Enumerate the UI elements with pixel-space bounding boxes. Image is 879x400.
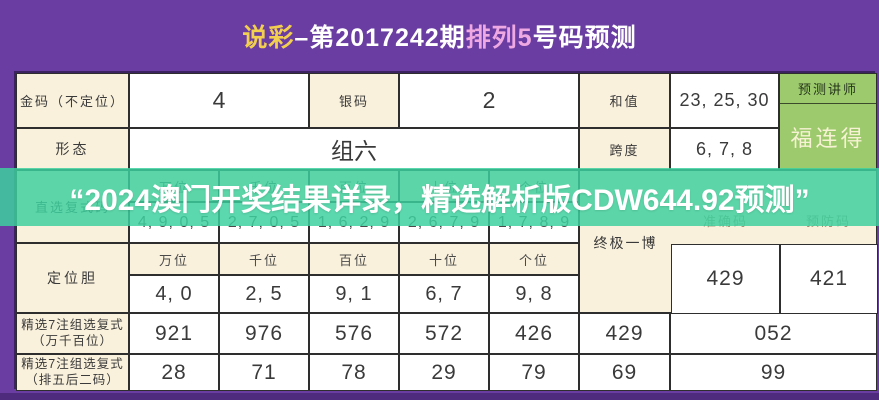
ultimate-label: 终极一博 (593, 235, 658, 251)
promo-overlay-text: “2024澳门开奖结果详录，精选解析版CDW644.92预测” (69, 184, 810, 217)
dingwei-header-bai: 百位 (309, 243, 399, 275)
title-brand: 说彩 (242, 23, 295, 52)
lecturer-box[interactable]: 预测讲师 福连得 (779, 73, 877, 170)
page-bottom-strip (0, 393, 879, 400)
title-game: 排列5 (465, 23, 533, 52)
combo1-value-2: 976 (219, 313, 309, 354)
combo1-label: 精选7注组选复式 （万千百位） (16, 313, 129, 354)
combo1-value-1: 921 (129, 313, 219, 354)
title-suffix: 号码预测 (532, 23, 637, 52)
dingwei-value-qian: 2, 5 (219, 275, 309, 313)
shape-value: 组六 (129, 128, 579, 170)
dingwei-header-shi: 十位 (399, 243, 489, 275)
title-issue: –第2017242期 (294, 23, 466, 52)
silver-code-label: 银码 (309, 73, 399, 128)
dingwei-value-shi: 6, 7 (399, 275, 489, 313)
sum-label: 和值 (579, 73, 670, 128)
gold-code-value: 4 (129, 73, 309, 128)
ultimate-value-right: 421 (780, 244, 878, 314)
promo-overlay-banner: “2024澳门开奖结果详录，精选解析版CDW644.92预测” (0, 168, 879, 226)
dingwei-value-bai: 9, 1 (309, 275, 399, 313)
prediction-table: 金码（不定位） 4 银码 2 和值 23, 25, 30 预测讲师 福连得 形态… (14, 71, 878, 391)
combo2-value-4: 29 (399, 354, 489, 391)
silver-code-value: 2 (399, 73, 579, 128)
combo2-label: 精选7注组选复式 （排五后二码） (16, 354, 129, 391)
combo2-value-7: 99 (670, 354, 877, 391)
ultimate-value-left: 429 (671, 244, 780, 314)
combo2-value-3: 78 (309, 354, 399, 391)
combo2-label-line2: （排五后二码） (25, 372, 120, 387)
dingwei-header-wan: 万位 (129, 243, 219, 275)
combo1-label-line2: （万千百位） (31, 333, 113, 348)
combo1-value-5: 426 (489, 313, 579, 354)
lecturer-box-name: 福连得 (790, 125, 866, 151)
combo1-value-4: 572 (399, 313, 489, 354)
shape-label: 形态 (16, 128, 129, 170)
dingwei-label: 定位胆 (16, 243, 129, 313)
span-label: 跨度 (579, 128, 670, 170)
combo2-value-6: 69 (579, 354, 670, 391)
span-value: 6, 7, 8 (670, 128, 779, 170)
combo2-value-1: 28 (129, 354, 219, 391)
combo1-value-6: 429 (579, 313, 670, 354)
combo2-value-2: 71 (219, 354, 309, 391)
dingwei-header-ge: 个位 (489, 243, 579, 275)
dingwei-value-ge: 9, 8 (489, 275, 579, 313)
lecturer-box-title: 预测讲师 (780, 74, 876, 104)
dingwei-header-qian: 千位 (219, 243, 309, 275)
combo2-label-line1: 精选7注组选复式 (21, 356, 124, 371)
page-title: 说彩–第2017242期排列5号码预测 (242, 18, 636, 54)
combo2-value-5: 79 (489, 354, 579, 391)
sum-value: 23, 25, 30 (670, 73, 779, 128)
gold-code-label: 金码（不定位） (16, 73, 129, 128)
combo1-value-7: 052 (670, 313, 877, 354)
dingwei-value-wan: 4, 0 (129, 275, 219, 313)
combo1-label-line1: 精选7注组选复式 (21, 317, 124, 332)
title-bar: 说彩–第2017242期排列5号码预测 (0, 0, 879, 71)
combo1-value-3: 576 (309, 313, 399, 354)
